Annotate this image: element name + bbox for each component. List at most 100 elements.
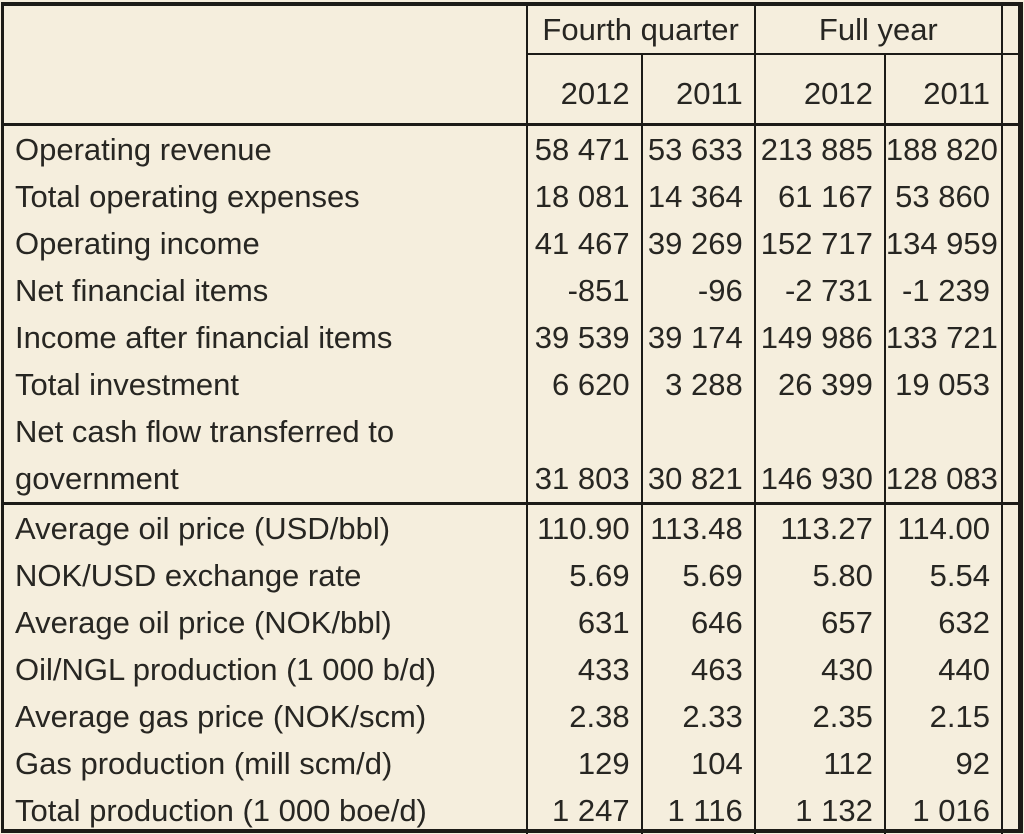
table-row: Total investment 6 620 3 288 26 399 19 0… bbox=[4, 360, 1018, 408]
row-label: Net financial items bbox=[4, 266, 528, 314]
cell-value: 129 bbox=[525, 739, 642, 787]
cell-value: 128 083 bbox=[883, 407, 1002, 505]
cell-value: 5.54 bbox=[883, 551, 1002, 599]
edge-spacer bbox=[1000, 786, 1018, 834]
cell-value: 1 116 bbox=[640, 786, 755, 834]
row-label: Total production (1 000 boe/d) bbox=[4, 786, 528, 834]
cell-value: 113.48 bbox=[640, 503, 755, 552]
table-row: Net financial items -851 -96 -2 731 -1 2… bbox=[4, 266, 1018, 314]
cell-value: 112 bbox=[753, 739, 885, 787]
cell-value: -851 bbox=[525, 266, 642, 314]
edge-spacer bbox=[1000, 739, 1018, 787]
cell-value: 6 620 bbox=[525, 360, 642, 408]
cell-value: 39 174 bbox=[640, 313, 755, 361]
column-group-row: Fourth quarter Full year bbox=[4, 6, 1018, 126]
cell-value: 110.90 bbox=[525, 503, 642, 552]
cell-value: 213 885 bbox=[753, 124, 885, 173]
cell-value: 14 364 bbox=[640, 172, 755, 220]
row-label: Operating revenue bbox=[4, 124, 528, 173]
cell-value: -96 bbox=[640, 266, 755, 314]
cell-value: 146 930 bbox=[753, 407, 885, 505]
cell-value: 440 bbox=[883, 645, 1002, 693]
table-row: Average oil price (USD/bbl) 110.90 113.4… bbox=[4, 503, 1018, 552]
row-label: NOK/USD exchange rate bbox=[4, 551, 528, 599]
edge-spacer bbox=[1000, 219, 1018, 267]
cell-value: 433 bbox=[525, 645, 642, 693]
year-header-row: 2012 2011 2012 2011 bbox=[4, 54, 1018, 126]
row-label: Total operating expenses bbox=[4, 172, 528, 220]
cell-value: 5.69 bbox=[640, 551, 755, 599]
edge-spacer bbox=[1000, 551, 1018, 599]
edge-spacer bbox=[1000, 360, 1018, 408]
column-group-fourth-quarter: Fourth quarter bbox=[525, 6, 755, 55]
table-row: Oil/NGL production (1 000 b/d) 433 463 4… bbox=[4, 645, 1018, 693]
cell-value: 30 821 bbox=[640, 407, 755, 505]
row-label: Operating income bbox=[4, 219, 528, 267]
row-label: Total investment bbox=[4, 360, 528, 408]
table-row: Average gas price (NOK/scm) 2.38 2.33 2.… bbox=[4, 692, 1018, 740]
cell-value: 430 bbox=[753, 645, 885, 693]
edge-spacer bbox=[1000, 598, 1018, 646]
column-group-full-year: Full year bbox=[753, 6, 1002, 55]
row-label: Average oil price (NOK/bbl) bbox=[4, 598, 528, 646]
cell-value: 1 016 bbox=[883, 786, 1002, 834]
cell-value: 646 bbox=[640, 598, 755, 646]
edge-spacer bbox=[1000, 54, 1018, 126]
corner-cell bbox=[4, 6, 527, 126]
cell-value: -2 731 bbox=[753, 266, 885, 314]
cell-value: 39 539 bbox=[525, 313, 642, 361]
year-header-full-year-2012: 2012 bbox=[753, 54, 885, 126]
cell-value: 1 247 bbox=[525, 786, 642, 834]
year-header-fourth-quarter-2011: 2011 bbox=[640, 54, 755, 126]
cell-value: 631 bbox=[525, 598, 642, 646]
cell-value: 5.69 bbox=[525, 551, 642, 599]
edge-spacer bbox=[1000, 172, 1018, 220]
row-label: Gas production (mill scm/d) bbox=[4, 739, 528, 787]
cell-value: 152 717 bbox=[753, 219, 885, 267]
cell-value: 463 bbox=[640, 645, 755, 693]
cell-value: 41 467 bbox=[525, 219, 642, 267]
cell-value: 1 132 bbox=[753, 786, 885, 834]
row-label: Net cash flow transferred to government bbox=[4, 407, 528, 505]
cell-value: 104 bbox=[640, 739, 755, 787]
cell-value: 18 081 bbox=[525, 172, 642, 220]
cell-value: 2.38 bbox=[525, 692, 642, 740]
year-header-full-year-2011: 2011 bbox=[883, 54, 1002, 126]
edge-spacer bbox=[1000, 407, 1018, 505]
table-row: Operating revenue 58 471 53 633 213 885 … bbox=[4, 124, 1018, 173]
cell-value: 61 167 bbox=[753, 172, 885, 220]
table-row: Net cash flow transferred to government 3… bbox=[4, 407, 1018, 505]
row-label: Income after financial items bbox=[4, 313, 528, 361]
table-row: Total operating expenses 18 081 14 364 6… bbox=[4, 172, 1018, 220]
edge-spacer bbox=[1000, 692, 1018, 740]
cell-value: -1 239 bbox=[883, 266, 1002, 314]
table-row: NOK/USD exchange rate 5.69 5.69 5.80 5.5… bbox=[4, 551, 1018, 599]
cell-value: 3 288 bbox=[640, 360, 755, 408]
table-row: Income after financial items 39 539 39 1… bbox=[4, 313, 1018, 361]
cell-value: 53 860 bbox=[883, 172, 1002, 220]
table-row: Average oil price (NOK/bbl) 631 646 657 … bbox=[4, 598, 1018, 646]
cell-value: 134 959 bbox=[883, 219, 1002, 267]
cell-value: 2.15 bbox=[883, 692, 1002, 740]
table-row: Gas production (mill scm/d) 129 104 112 … bbox=[4, 739, 1018, 787]
cell-value: 632 bbox=[883, 598, 1002, 646]
table-row: Operating income 41 467 39 269 152 717 1… bbox=[4, 219, 1018, 267]
year-header-fourth-quarter-2012: 2012 bbox=[525, 54, 642, 126]
edge-spacer bbox=[1000, 124, 1018, 173]
cell-value: 53 633 bbox=[640, 124, 755, 173]
cell-value: 2.33 bbox=[640, 692, 755, 740]
cell-value: 149 986 bbox=[753, 313, 885, 361]
edge-spacer bbox=[1000, 645, 1018, 693]
cell-value: 5.80 bbox=[753, 551, 885, 599]
cell-value: 657 bbox=[753, 598, 885, 646]
cell-value: 19 053 bbox=[883, 360, 1002, 408]
financial-section: Operating revenue 58 471 53 633 213 885 … bbox=[4, 124, 1018, 505]
financial-summary-table: Fourth quarter Full year 2012 2011 2012 … bbox=[4, 6, 1018, 834]
cell-value: 114.00 bbox=[883, 503, 1002, 552]
cell-value: 26 399 bbox=[753, 360, 885, 408]
edge-spacer bbox=[1000, 503, 1018, 552]
cell-value: 113.27 bbox=[753, 503, 885, 552]
operational-section: Average oil price (USD/bbl) 110.90 113.4… bbox=[4, 503, 1018, 834]
row-label: Average oil price (USD/bbl) bbox=[4, 503, 528, 552]
